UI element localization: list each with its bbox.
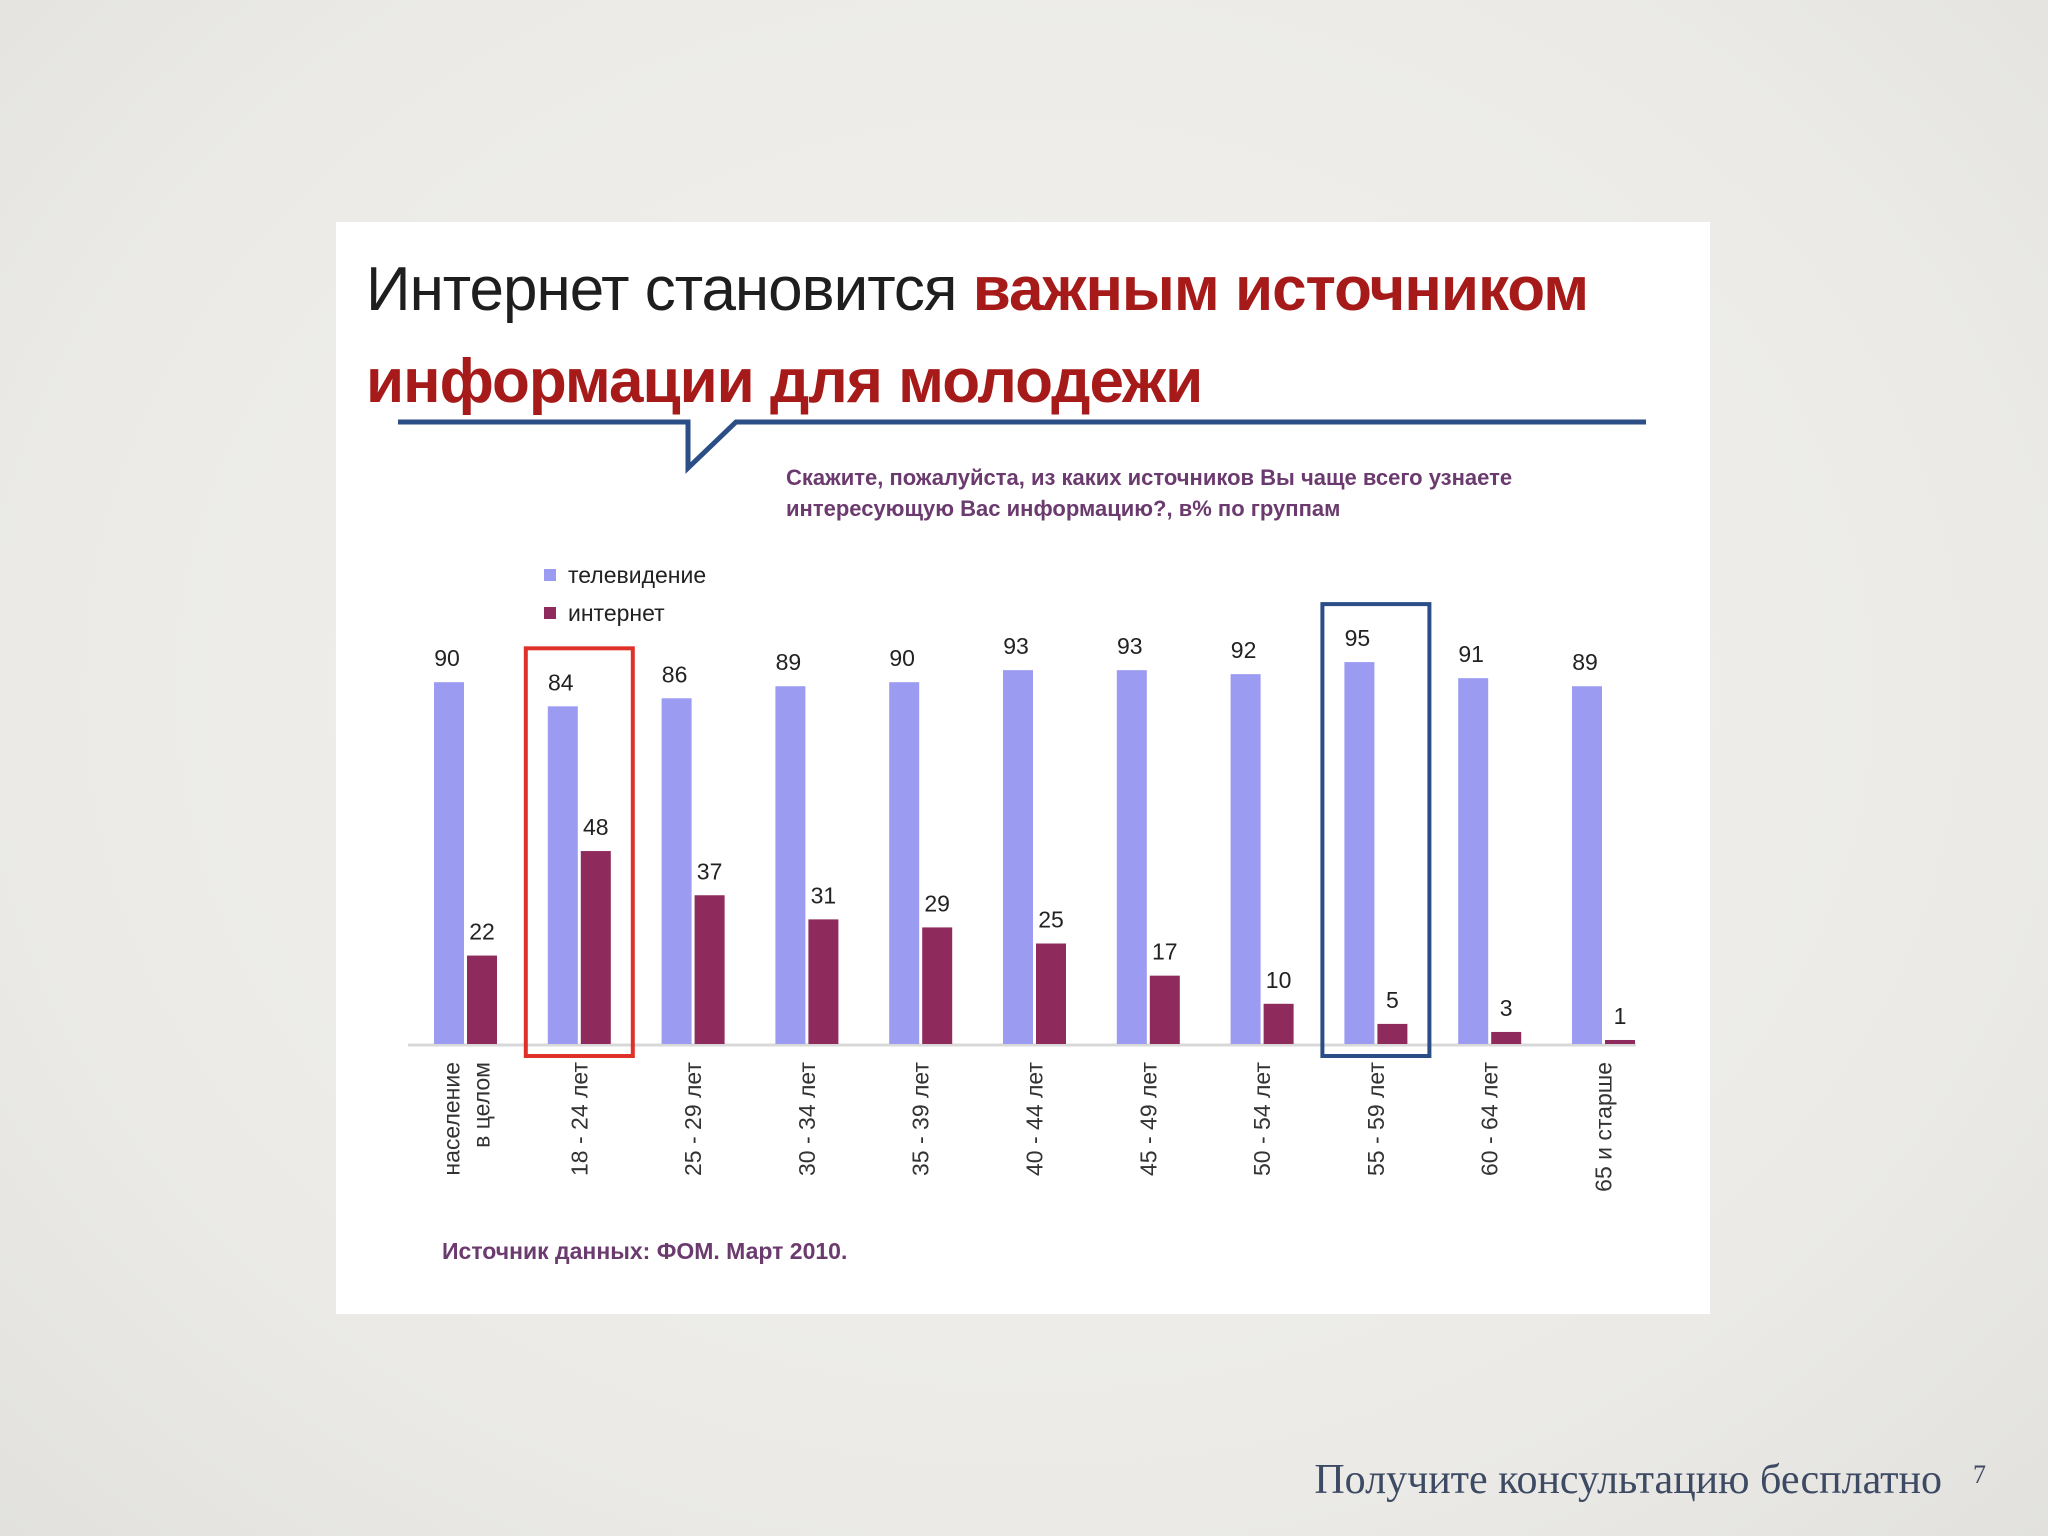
data-label-internet-3: 31 xyxy=(811,882,837,908)
x-tick-label-1: 18 - 24 лет xyxy=(566,1062,592,1176)
bar-internet-2 xyxy=(694,895,725,1044)
x-tick-label-2: 25 - 29 лет xyxy=(680,1062,706,1176)
chart-card: Интернет становится важным источником ин… xyxy=(336,222,1710,1314)
legend-swatch-tv xyxy=(544,569,556,581)
bar-tv-5 xyxy=(1003,670,1033,1044)
bar-tv-8 xyxy=(1344,662,1375,1044)
bar-internet-7 xyxy=(1263,1003,1294,1044)
data-label-tv-4: 90 xyxy=(889,645,915,671)
highlight-box-0 xyxy=(523,646,635,1058)
data-label-tv-7: 92 xyxy=(1231,637,1257,663)
data-label-tv-8: 95 xyxy=(1345,625,1371,651)
x-tick-label-7: 50 - 54 лет xyxy=(1249,1062,1275,1176)
bar-tv-2 xyxy=(661,698,692,1044)
x-tick-label-9: 60 - 64 лет xyxy=(1477,1062,1503,1176)
bar-plot: 90 22 население в целом 84 48 18 - 24 лет 86 37 2… xyxy=(408,602,1636,1192)
legend: телевидение интернет xyxy=(544,556,706,632)
chart-title: Интернет становится важным источником ин… xyxy=(366,244,1710,428)
chart-source: Источник данных: ФОМ. Март 2010. xyxy=(442,1238,848,1264)
data-label-internet-2: 37 xyxy=(697,858,723,884)
callout-underline xyxy=(398,419,1646,474)
data-label-internet-1: 48 xyxy=(583,814,609,840)
callout-line xyxy=(398,419,1646,474)
data-label-tv-10: 89 xyxy=(1572,649,1598,675)
page-number: 7 xyxy=(1973,1460,1986,1489)
data-label-tv-0: 90 xyxy=(434,645,460,671)
data-label-internet-4: 29 xyxy=(924,890,950,916)
bar-internet-5 xyxy=(1036,943,1066,1044)
data-label-internet-0: 22 xyxy=(469,919,495,945)
x-tick-label-0: население в целом xyxy=(439,1062,495,1176)
highlight-box-1 xyxy=(1320,602,1432,1058)
bar-tv-6 xyxy=(1116,670,1147,1044)
bar-internet-0 xyxy=(467,955,497,1044)
bar-tv-1 xyxy=(547,706,578,1044)
data-label-tv-1: 84 xyxy=(548,669,574,695)
data-label-internet-10: 1 xyxy=(1614,1003,1627,1029)
data-label-tv-2: 86 xyxy=(662,661,688,687)
data-label-internet-7: 10 xyxy=(1266,967,1292,993)
bar-tv-4 xyxy=(889,682,920,1044)
bar-internet-9 xyxy=(1491,1031,1522,1044)
chart-subtitle: Скажите, пожалуйста, из каких источников… xyxy=(786,465,1513,521)
bar-tv-9 xyxy=(1458,678,1489,1044)
legend-label-internet: интернет xyxy=(568,599,665,626)
data-label-tv-6: 93 xyxy=(1117,633,1143,659)
x-tick-label-8: 55 - 59 лет xyxy=(1363,1062,1389,1176)
x-tick-label-10: 65 и старше xyxy=(1591,1062,1617,1192)
bar-tv-10 xyxy=(1572,686,1602,1044)
legend-swatch-internet xyxy=(544,607,556,619)
data-label-tv-9: 91 xyxy=(1458,641,1484,667)
chart-title-highlight: важным источником информации для молодеж… xyxy=(366,255,1589,416)
bar-tv-3 xyxy=(775,686,806,1044)
x-tick-label-5: 40 - 44 лет xyxy=(1022,1062,1048,1176)
chart-title-plain: Интернет становится xyxy=(366,255,973,324)
data-label-internet-5: 25 xyxy=(1038,907,1064,933)
x-tick-label-3: 30 - 34 лет xyxy=(794,1062,820,1176)
bar-internet-10 xyxy=(1605,1039,1635,1044)
bar-internet-3 xyxy=(808,919,839,1044)
bar-internet-6 xyxy=(1149,975,1180,1044)
data-label-internet-9: 3 xyxy=(1500,995,1513,1021)
bar-internet-1 xyxy=(580,851,611,1044)
legend-label-tv: телевидение xyxy=(568,561,707,588)
bar-internet-4 xyxy=(922,927,953,1044)
bar-internet-8 xyxy=(1377,1023,1408,1044)
data-label-tv-3: 89 xyxy=(776,649,802,675)
bar-tv-7 xyxy=(1230,674,1261,1044)
data-label-internet-8: 5 xyxy=(1386,987,1399,1013)
legend-item-tv: телевидение xyxy=(544,556,706,594)
data-label-tv-5: 93 xyxy=(1003,633,1029,659)
x-tick-label-6: 45 - 49 лет xyxy=(1135,1062,1161,1176)
x-tick-label-4: 35 - 39 лет xyxy=(908,1062,934,1176)
legend-item-internet: интернет xyxy=(544,594,706,632)
bar-tv-0 xyxy=(434,682,464,1044)
data-label-internet-6: 17 xyxy=(1152,939,1178,965)
footer-text: Получите консультацию бесплатно xyxy=(1314,1457,1942,1503)
